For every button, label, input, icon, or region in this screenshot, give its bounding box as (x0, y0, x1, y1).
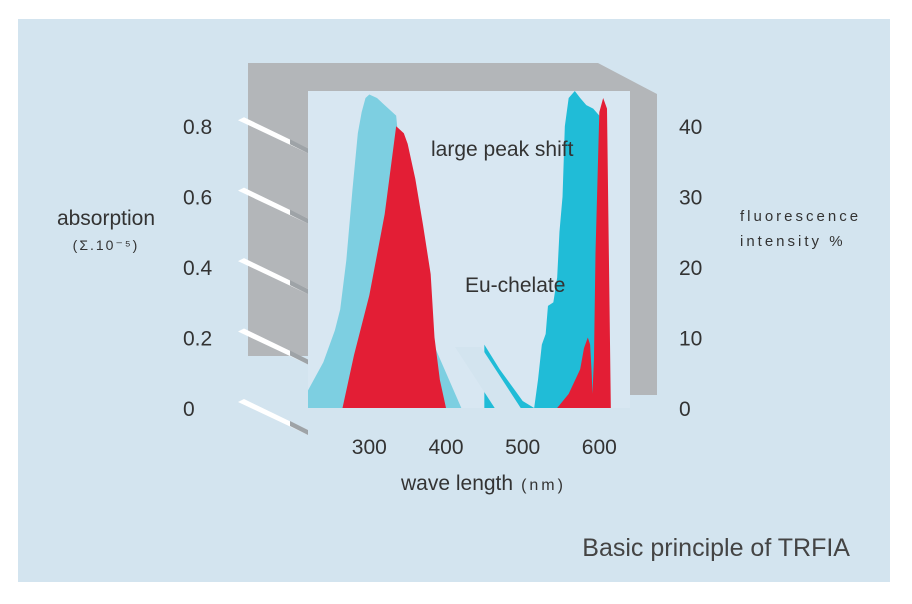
left-tick-label: 0.6 (183, 187, 212, 210)
series-layer (308, 91, 611, 409)
chart-svg: absorption (Σ.10⁻⁵) 0.8 0.6 0.4 0.2 0 40 30 20… (18, 19, 890, 582)
shelf-edge (290, 139, 308, 154)
right-tick-label: 20 (679, 257, 702, 280)
series-absorption (342, 126, 446, 408)
left-tick-label: 0.8 (183, 116, 212, 139)
shelf-edge (290, 280, 308, 295)
x-tick-label: 600 (582, 436, 617, 459)
x-axis-label-text: wave length (400, 472, 513, 495)
right-tick-label: 40 (679, 116, 702, 139)
left-tick-label: 0.4 (183, 257, 213, 280)
shelf-edge (290, 209, 308, 224)
panel-gap (455, 347, 522, 410)
series-eu-emission (557, 98, 611, 409)
right-axis-label-line2: intensity % (740, 233, 846, 250)
chart-figure: absorption (Σ.10⁻⁵) 0.8 0.6 0.4 0.2 0 40 30 20… (18, 19, 890, 582)
x-axis-label: wave length (nm) (400, 472, 566, 495)
annotation-peak-shift: large peak shift (431, 138, 574, 161)
shelves (238, 117, 308, 435)
x-tick-label: 500 (505, 436, 540, 459)
x-axis-unit: (nm) (521, 477, 566, 494)
series-fluorescence (484, 91, 600, 408)
shelf-edge (290, 350, 308, 365)
figure-caption: Basic principle of TRFIA (582, 534, 850, 562)
left-tick-labels: 0.8 0.6 0.4 0.2 0 (183, 116, 213, 421)
x-tick-label: 400 (428, 436, 463, 459)
right-tick-labels: 40 30 20 10 0 (679, 116, 702, 421)
right-tick-label: 30 (679, 187, 702, 210)
right-tick-label: 0 (679, 398, 691, 421)
right-axis-label-line1: fluorescence (740, 208, 861, 225)
shelf-edge (290, 421, 308, 435)
left-tick-label: 0.2 (183, 328, 212, 351)
annotation-eu-chelate: Eu-chelate (465, 274, 565, 297)
left-tick-label: 0 (183, 398, 195, 421)
y-axis-label: absorption (57, 207, 155, 230)
x-tick-label: 300 (352, 436, 387, 459)
y-axis-unit: (Σ.10⁻⁵) (73, 237, 140, 253)
right-tick-label: 10 (679, 328, 702, 351)
x-tick-labels: 300 400 500 600 (352, 436, 617, 459)
